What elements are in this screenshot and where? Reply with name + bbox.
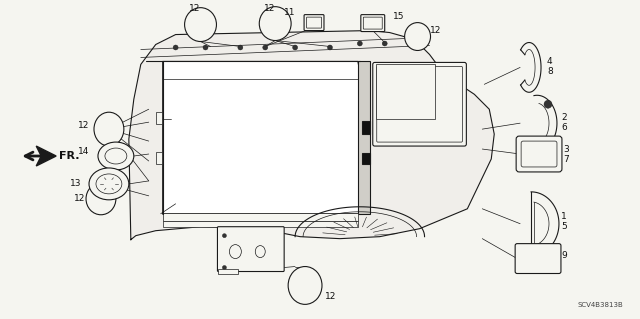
- FancyBboxPatch shape: [364, 17, 382, 29]
- FancyBboxPatch shape: [361, 15, 385, 32]
- Ellipse shape: [98, 142, 134, 170]
- FancyBboxPatch shape: [516, 136, 562, 172]
- Text: 12: 12: [325, 292, 337, 301]
- FancyBboxPatch shape: [521, 141, 557, 167]
- Text: 5: 5: [561, 222, 566, 231]
- Ellipse shape: [259, 7, 291, 41]
- Polygon shape: [129, 31, 494, 240]
- FancyBboxPatch shape: [218, 227, 284, 271]
- Ellipse shape: [382, 41, 387, 46]
- Ellipse shape: [544, 100, 552, 108]
- Ellipse shape: [89, 168, 129, 200]
- Bar: [156, 112, 162, 124]
- Text: 14: 14: [77, 146, 89, 156]
- Ellipse shape: [223, 234, 227, 238]
- Text: 4: 4: [547, 57, 552, 66]
- FancyBboxPatch shape: [307, 17, 321, 28]
- Bar: [218, 269, 238, 274]
- Text: 12: 12: [74, 194, 85, 203]
- Polygon shape: [36, 146, 56, 166]
- Ellipse shape: [223, 265, 227, 270]
- Text: 9: 9: [561, 251, 566, 260]
- Text: 6: 6: [561, 122, 566, 132]
- Text: 12: 12: [264, 4, 275, 13]
- Ellipse shape: [86, 183, 116, 215]
- Text: 11: 11: [284, 8, 295, 17]
- Ellipse shape: [328, 45, 332, 50]
- Ellipse shape: [357, 41, 362, 46]
- Bar: [163, 213, 358, 221]
- Bar: [362, 153, 370, 164]
- Bar: [163, 221, 358, 227]
- Ellipse shape: [255, 246, 265, 257]
- Text: 12: 12: [189, 4, 200, 13]
- Text: FR.: FR.: [59, 151, 79, 161]
- Text: 2: 2: [561, 113, 566, 122]
- Ellipse shape: [173, 45, 178, 50]
- Ellipse shape: [229, 245, 241, 259]
- Polygon shape: [163, 62, 360, 214]
- Text: SCV4B3813B: SCV4B3813B: [578, 302, 623, 308]
- Ellipse shape: [94, 112, 124, 146]
- Text: 7: 7: [563, 154, 569, 164]
- Text: 12: 12: [429, 26, 441, 35]
- Ellipse shape: [288, 267, 322, 304]
- Ellipse shape: [292, 45, 298, 50]
- Bar: [156, 152, 162, 164]
- Ellipse shape: [404, 23, 431, 50]
- Text: 15: 15: [393, 12, 404, 21]
- Ellipse shape: [184, 8, 216, 41]
- Text: 1: 1: [561, 212, 566, 221]
- Bar: [362, 121, 370, 134]
- Text: 3: 3: [563, 145, 569, 153]
- Text: 13: 13: [70, 179, 81, 189]
- Ellipse shape: [203, 45, 208, 50]
- FancyBboxPatch shape: [515, 244, 561, 273]
- Bar: [376, 64, 435, 119]
- FancyBboxPatch shape: [372, 63, 467, 146]
- Ellipse shape: [263, 45, 268, 50]
- Text: 12: 12: [77, 121, 89, 130]
- Ellipse shape: [238, 45, 243, 50]
- FancyBboxPatch shape: [304, 15, 324, 31]
- Ellipse shape: [96, 174, 122, 194]
- Text: 8: 8: [547, 67, 553, 76]
- Ellipse shape: [412, 41, 417, 46]
- Ellipse shape: [105, 148, 127, 164]
- Polygon shape: [358, 62, 370, 214]
- FancyBboxPatch shape: [377, 66, 462, 142]
